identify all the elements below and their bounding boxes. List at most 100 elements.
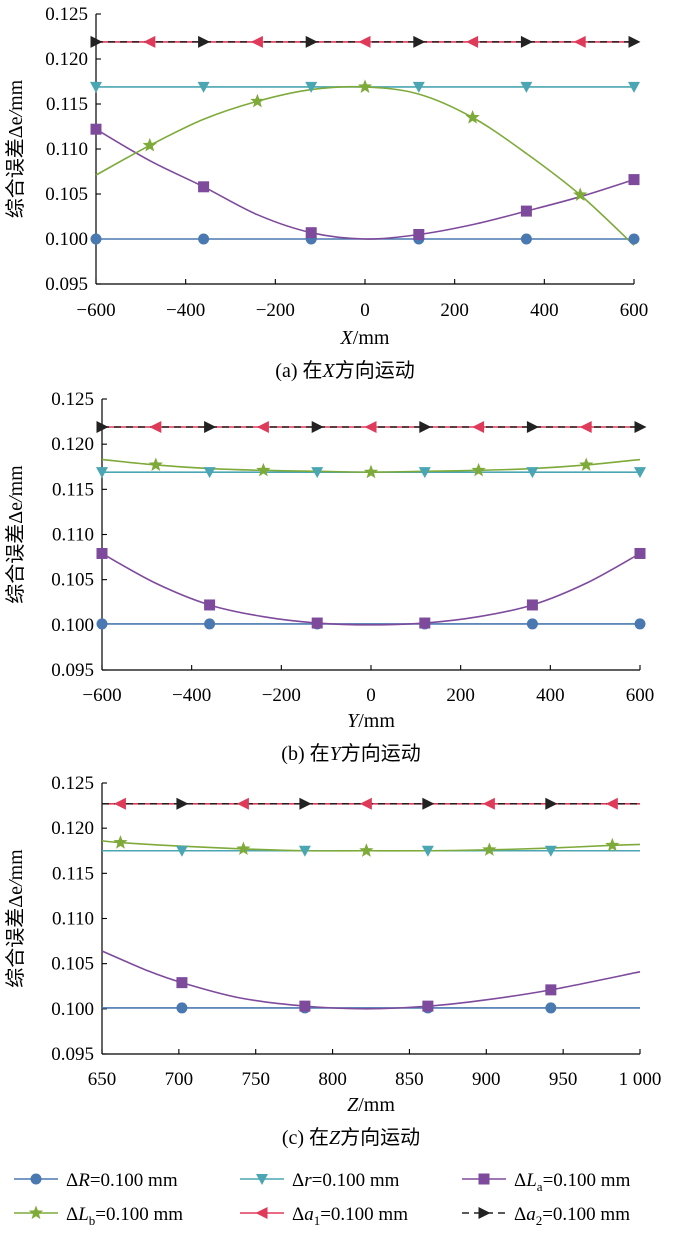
point-dLa: [545, 984, 557, 996]
y-tick-label: 0.120: [51, 434, 94, 455]
point-dr: [96, 467, 108, 479]
point-dLa: [204, 599, 216, 611]
point-dr: [197, 81, 210, 93]
point-dLb: [465, 110, 480, 124]
legend-label-dLb: ΔLb=0.100 mm: [66, 1204, 183, 1228]
legend-marker-dLb: [28, 1205, 44, 1220]
point-da2: [520, 35, 533, 48]
legend-label-da2: Δa2=0.100 mm: [514, 1204, 630, 1228]
x-axis-label: Y/mm: [347, 710, 395, 732]
point-dr: [634, 467, 646, 479]
chart-panel-a: 0.095 0.100 0.105 0.110 0.115 0.120 0.125 −600 −…: [4, 4, 648, 382]
point-da1: [358, 35, 371, 48]
point-dr: [311, 467, 324, 479]
legend-marker-dr: [256, 1174, 268, 1185]
point-da1: [250, 35, 263, 48]
point-dr: [526, 467, 539, 479]
x-tick-label: 400: [530, 300, 559, 321]
series-line-dLa: [101, 950, 641, 1010]
legend-marker-dR: [30, 1173, 42, 1185]
point-da2: [305, 35, 318, 48]
x-tick-label: 900: [472, 1069, 501, 1090]
y-tick-label: 0.100: [51, 615, 94, 636]
point-dLb: [471, 462, 486, 477]
legend-item-da1: Δa1=0.100 mm: [240, 1204, 408, 1228]
y-tick-label: 0.100: [45, 229, 88, 250]
point-da2: [422, 797, 435, 810]
point-dLa: [96, 547, 108, 559]
point-da1: [605, 797, 618, 810]
x-tick-label: −600: [82, 685, 121, 706]
x-tick-label: 400: [536, 685, 565, 706]
legend-item-dR: ΔR=0.100 mm: [14, 1170, 178, 1191]
y-tick-label: 0.105: [45, 184, 88, 205]
x-tick-label: 850: [395, 1069, 424, 1090]
y-tick-label: 0.100: [51, 999, 94, 1020]
point-dLa: [413, 229, 425, 240]
point-da1: [573, 35, 586, 48]
point-dLa: [305, 227, 317, 239]
legend-item-dLb: ΔLb=0.100 mm: [14, 1204, 183, 1228]
x-tick-label: 750: [241, 1069, 270, 1090]
chart-panel-b: 0.095 0.100 0.105 0.110 0.115 0.120 0.125 −600 −…: [4, 389, 654, 765]
y-tick-label: 0.115: [52, 863, 94, 884]
y-tick-label: 0.110: [46, 139, 88, 160]
point-da1: [256, 421, 269, 434]
x-tick-label: 600: [626, 685, 655, 706]
point-dR: [545, 1002, 557, 1014]
point-dLa: [90, 123, 102, 135]
panel-caption: (b) 在Y方向运动: [281, 742, 420, 765]
point-dLb: [250, 93, 265, 108]
y-axis-label: 综合误差Δe/mm: [4, 849, 27, 988]
point-dLb: [363, 464, 379, 479]
legend: ΔR=0.100 mm Δr=0.100 mm ΔLa=0.100 mm ΔLb=0.…: [14, 1170, 631, 1228]
point-da2: [299, 797, 312, 810]
y-tick-label: 0.095: [51, 1044, 94, 1065]
y-tick-label: 0.125: [45, 4, 88, 25]
point-dr: [412, 81, 425, 93]
point-dLb: [359, 843, 374, 857]
x-tick-label: −600: [76, 300, 115, 321]
point-da2: [628, 35, 641, 48]
point-dLa: [198, 181, 210, 193]
point-dLb: [256, 462, 271, 477]
point-da1: [236, 797, 249, 810]
x-tick-label: −200: [262, 685, 301, 706]
point-dr: [175, 845, 188, 857]
point-da1: [482, 797, 495, 810]
y-tick-label: 0.105: [51, 954, 94, 975]
x-tick-label: −400: [172, 685, 211, 706]
y-tick-label: 0.095: [51, 660, 94, 681]
point-da2: [634, 421, 647, 434]
point-dLb: [236, 841, 251, 856]
point-dR: [526, 618, 538, 630]
point-dLb: [148, 457, 163, 472]
point-da2: [311, 421, 324, 434]
point-dLa: [634, 547, 646, 559]
panel-caption: (a) 在X方向运动: [275, 359, 414, 382]
point-dR: [634, 618, 646, 630]
point-dLb: [482, 842, 497, 856]
point-dr: [298, 845, 311, 857]
y-tick-label: 0.125: [51, 389, 94, 410]
point-dr: [421, 845, 434, 857]
x-tick-label: 200: [446, 685, 475, 706]
y-tick-label: 0.120: [51, 818, 94, 839]
series-line-dLa: [101, 552, 641, 626]
point-da2: [526, 421, 539, 434]
x-axis-label: X/mm: [340, 327, 390, 349]
point-da2: [419, 421, 432, 434]
point-dr: [90, 81, 102, 93]
point-dR: [198, 233, 210, 245]
point-da1: [113, 797, 126, 810]
point-dR: [90, 233, 102, 245]
y-tick-label: 0.105: [51, 570, 94, 591]
point-dLb: [605, 837, 620, 852]
x-tick-label: 700: [165, 1069, 194, 1090]
point-da2: [176, 797, 189, 810]
point-dr: [520, 81, 533, 93]
legend-marker-dLa: [478, 1173, 490, 1185]
point-dr: [544, 845, 557, 857]
y-axis-label: 综合误差Δe/mm: [4, 465, 27, 604]
